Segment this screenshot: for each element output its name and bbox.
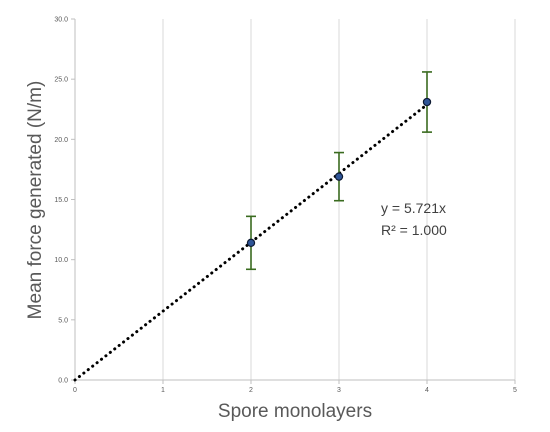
x-tick-labels: 0 1 2 3 4 5 — [73, 380, 517, 394]
y-tick-label-0: 0.0 — [58, 378, 68, 385]
y-tick-label-3: 15.0 — [54, 197, 68, 204]
r-squared-label: R² = 1.000 — [381, 222, 447, 238]
x-tick-label-0: 0 — [73, 387, 77, 394]
data-point-0 — [246, 238, 256, 248]
x-axis-title: Spore monolayers — [218, 401, 372, 422]
y-tick-labels: 0.0 5.0 10.0 15.0 20.0 25.0 30.0 — [54, 17, 75, 385]
y-tick-label-6: 30.0 — [54, 17, 68, 24]
data-point-1 — [334, 172, 344, 181]
y-tick-label-4: 20.0 — [54, 137, 68, 144]
x-tick-label-2: 2 — [249, 387, 253, 394]
y-tick-label-2: 10.0 — [54, 257, 68, 264]
x-tick-label-1: 1 — [161, 387, 165, 394]
data-points — [246, 97, 432, 248]
x-tick-label-5: 5 — [513, 387, 517, 394]
axes — [74, 19, 515, 381]
data-point-2 — [422, 97, 432, 107]
y-axis-title: Mean force generated (N/m) — [25, 81, 46, 320]
y-tick-label-1: 5.0 — [58, 317, 68, 324]
x-tick-label-4: 4 — [425, 387, 429, 394]
trendline-equation: y = 5.721x — [381, 200, 446, 216]
x-tick-label-3: 3 — [337, 387, 341, 394]
y-tick-label-5: 25.0 — [54, 77, 68, 84]
